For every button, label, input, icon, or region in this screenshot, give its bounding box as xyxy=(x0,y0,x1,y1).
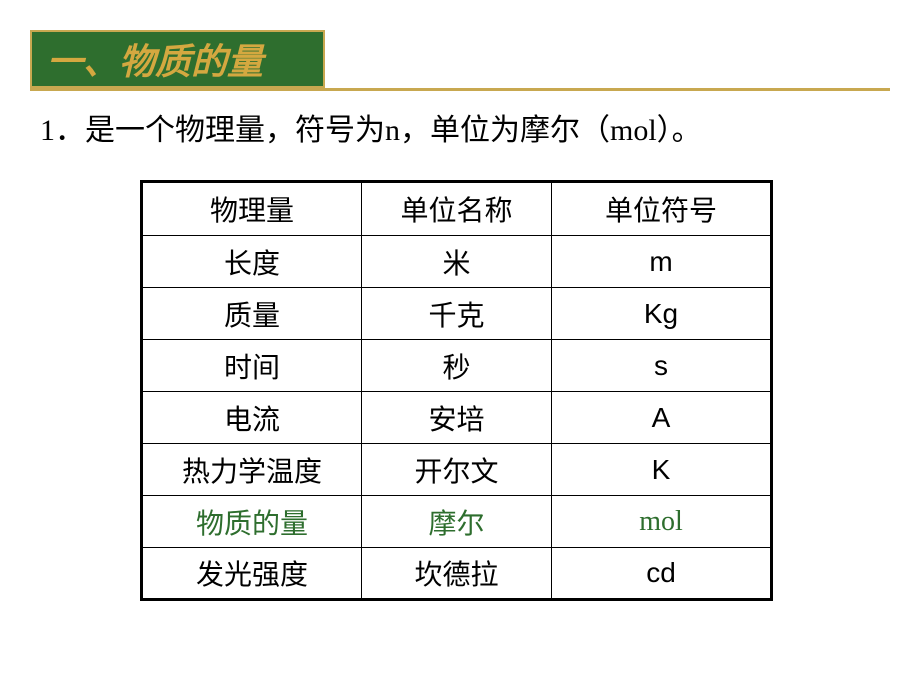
cell-unit-name: 米 xyxy=(362,236,552,288)
header-underline xyxy=(30,88,890,91)
header-title: 一、物质的量 xyxy=(47,33,263,85)
table-row: 热力学温度 开尔文 K xyxy=(142,444,772,496)
cell-unit-name: 秒 xyxy=(362,340,552,392)
cell-quantity: 长度 xyxy=(142,236,362,288)
cell-unit-name: 坎德拉 xyxy=(362,548,552,600)
cell-quantity: 电流 xyxy=(142,392,362,444)
table-row: 时间 秒 s xyxy=(142,340,772,392)
cell-unit-symbol: m xyxy=(552,236,772,288)
si-units-table: 物理量 单位名称 单位符号 长度 米 m 质量 千克 Kg 时间 秒 s 电流 … xyxy=(140,180,773,601)
cell-unit-symbol: Kg xyxy=(552,288,772,340)
cell-quantity: 时间 xyxy=(142,340,362,392)
table-header-row: 物理量 单位名称 单位符号 xyxy=(142,182,772,236)
cell-quantity: 物质的量 xyxy=(142,496,362,548)
cell-unit-name: 开尔文 xyxy=(362,444,552,496)
table-row-highlight: 物质的量 摩尔 mol xyxy=(142,496,772,548)
header-unit-name: 单位名称 xyxy=(362,182,552,236)
cell-unit-symbol: A xyxy=(552,392,772,444)
table-row: 电流 安培 A xyxy=(142,392,772,444)
si-units-table-container: 物理量 单位名称 单位符号 长度 米 m 质量 千克 Kg 时间 秒 s 电流 … xyxy=(140,180,773,601)
cell-unit-name: 千克 xyxy=(362,288,552,340)
description-text: 1．是一个物理量，符号为n，单位为摩尔（mol）。 xyxy=(40,105,702,149)
cell-unit-symbol: K xyxy=(552,444,772,496)
cell-quantity: 质量 xyxy=(142,288,362,340)
cell-unit-name: 安培 xyxy=(362,392,552,444)
table-row: 发光强度 坎德拉 cd xyxy=(142,548,772,600)
table-row: 质量 千克 Kg xyxy=(142,288,772,340)
cell-unit-symbol: cd xyxy=(552,548,772,600)
cell-unit-name: 摩尔 xyxy=(362,496,552,548)
cell-quantity: 热力学温度 xyxy=(142,444,362,496)
table-row: 长度 米 m xyxy=(142,236,772,288)
cell-unit-symbol: mol xyxy=(552,496,772,548)
header-banner: 一、物质的量 xyxy=(30,30,325,88)
header-quantity: 物理量 xyxy=(142,182,362,236)
cell-unit-symbol: s xyxy=(552,340,772,392)
cell-quantity: 发光强度 xyxy=(142,548,362,600)
header-unit-symbol: 单位符号 xyxy=(552,182,772,236)
